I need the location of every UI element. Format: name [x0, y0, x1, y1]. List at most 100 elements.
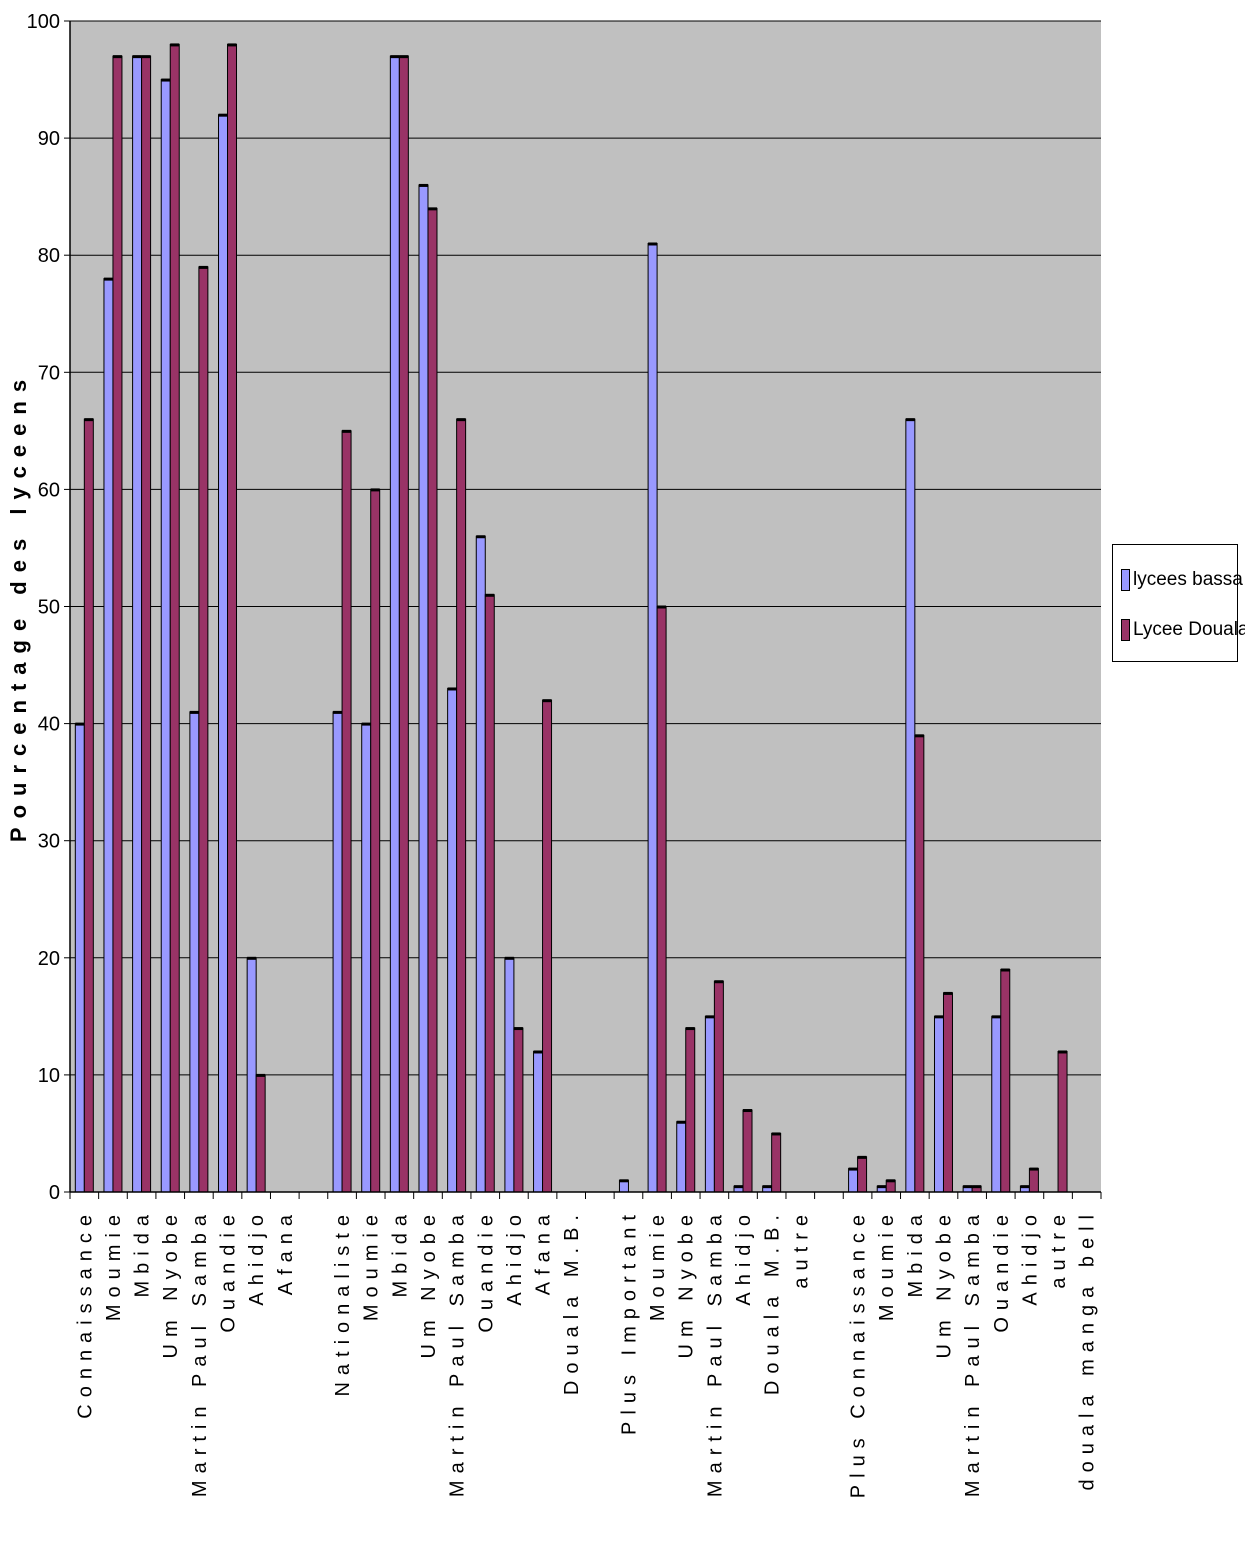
bar	[74, 722, 85, 1193]
x-tick-label: Moumie	[361, 1208, 383, 1321]
x-tick-label: Plus Connaissance	[848, 1208, 870, 1498]
bar-top	[141, 55, 151, 59]
bar	[456, 418, 467, 1193]
x-tick-label: Nationaliste	[332, 1208, 354, 1397]
bar-top	[877, 1185, 887, 1189]
bar	[704, 1015, 715, 1193]
bar-top	[1029, 1167, 1039, 1171]
x-tick-label: Um Nyobe	[160, 1208, 182, 1358]
x-tick-label: Moumie	[103, 1208, 125, 1321]
bar	[332, 710, 343, 1193]
x-tick-label: Afana	[533, 1208, 555, 1295]
x-tick-label: Mbida	[132, 1208, 154, 1297]
bar-body	[447, 687, 458, 1193]
bar-body	[160, 79, 171, 1193]
bar	[1000, 968, 1011, 1193]
x-tick-label: Afana	[275, 1208, 297, 1295]
bar	[218, 113, 229, 1193]
bar-top	[1020, 1185, 1030, 1189]
y-tick-label: 90	[38, 128, 60, 150]
bar	[742, 1109, 753, 1193]
bar-top	[542, 699, 552, 703]
y-tick-label: 60	[38, 479, 60, 501]
bar-top	[112, 55, 122, 59]
bar-body	[676, 1121, 687, 1193]
bar-top	[914, 734, 924, 738]
bar-body	[942, 992, 953, 1193]
bar	[676, 1120, 687, 1193]
bar	[733, 1185, 744, 1193]
bar	[132, 55, 143, 1193]
bar-top	[934, 1015, 944, 1019]
y-tick-label: 20	[38, 948, 60, 970]
bar-body	[685, 1027, 696, 1193]
bar-body	[484, 594, 495, 1193]
legend-swatch-lycee-douala	[1121, 619, 1130, 641]
bar-top	[1058, 1050, 1068, 1054]
bar-body	[427, 207, 438, 1193]
bar	[1028, 1167, 1039, 1193]
bar-body	[848, 1168, 859, 1193]
bar	[160, 78, 171, 1193]
bar-body	[141, 55, 152, 1193]
bar-body	[1000, 969, 1011, 1193]
bar-body	[227, 43, 238, 1193]
bar-body	[771, 1132, 782, 1193]
y-tick-label: 0	[49, 1182, 60, 1204]
bar	[876, 1185, 887, 1193]
bar	[991, 1015, 1002, 1193]
x-tick-label: Douala M.B.	[561, 1208, 583, 1395]
bar-top	[991, 1015, 1001, 1019]
y-tick-labels: 0 10 20 30 40 50 60 70 80 90 100	[27, 11, 60, 1204]
y-axis-label: Pourcentage des lyceens	[6, 371, 31, 842]
bar-body	[189, 711, 200, 1193]
bar-body	[513, 1027, 524, 1193]
bar-top	[256, 1073, 266, 1077]
bar-top	[676, 1120, 686, 1124]
bar	[198, 265, 209, 1193]
bar-top	[399, 55, 409, 59]
bar	[189, 710, 200, 1193]
bar-top	[418, 183, 428, 187]
bar-body	[914, 734, 925, 1193]
bar-body	[198, 266, 209, 1193]
bar	[618, 1179, 629, 1193]
y-tick-label: 70	[38, 362, 60, 384]
x-tick-label: Ahidjo	[733, 1208, 755, 1306]
bar-top	[161, 78, 171, 82]
bar-body	[991, 1015, 1002, 1193]
bar-body	[1028, 1168, 1039, 1193]
bar-top	[456, 418, 466, 422]
bar-body	[418, 184, 429, 1193]
bar	[656, 605, 667, 1193]
legend-item-lycees-bassa: lycees bassa	[1121, 569, 1243, 591]
bar	[427, 207, 438, 1193]
bar-top	[485, 593, 495, 597]
x-tick-label: Ahidjo	[504, 1208, 526, 1306]
bar-body	[647, 242, 658, 1193]
x-tick-label: Um Nyobe	[418, 1208, 440, 1358]
x-tick-label: Douala M.B.	[762, 1208, 784, 1395]
bar-top	[657, 605, 667, 609]
bar	[713, 980, 724, 1193]
bar-top	[333, 710, 343, 714]
bar	[933, 1015, 944, 1193]
bar-top	[75, 722, 85, 726]
bar	[112, 55, 123, 1193]
axes	[64, 20, 1102, 1199]
bar	[857, 1155, 868, 1193]
bar	[971, 1185, 982, 1193]
y-tick-label: 40	[38, 714, 60, 736]
gridlines	[70, 20, 1101, 1076]
bar	[141, 55, 152, 1193]
bar-top	[714, 980, 724, 984]
bar-body	[713, 980, 724, 1193]
bar-top	[218, 113, 228, 117]
x-tick-label: Martin Paul Samba	[189, 1208, 211, 1497]
bar-body	[504, 957, 515, 1193]
bar-body	[456, 418, 467, 1193]
bar	[848, 1167, 859, 1193]
bar	[942, 991, 953, 1193]
bar	[771, 1132, 782, 1193]
